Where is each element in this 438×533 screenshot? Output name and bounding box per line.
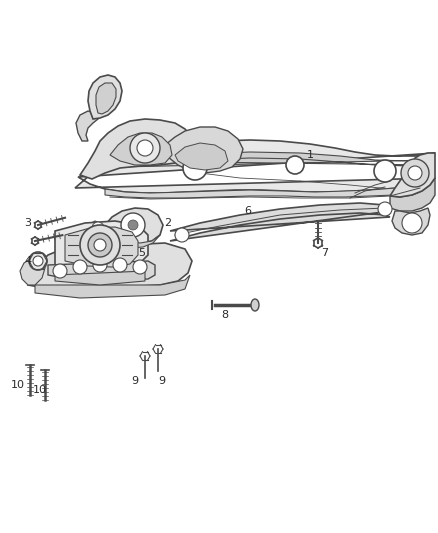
- Polygon shape: [76, 111, 98, 141]
- Polygon shape: [80, 119, 195, 179]
- Text: 8: 8: [222, 310, 229, 320]
- Circle shape: [33, 256, 43, 266]
- Text: 9: 9: [159, 376, 166, 386]
- Circle shape: [113, 258, 127, 272]
- Polygon shape: [48, 261, 155, 281]
- Polygon shape: [155, 127, 243, 173]
- Polygon shape: [390, 153, 435, 197]
- Text: 1: 1: [307, 150, 314, 160]
- Circle shape: [378, 202, 392, 216]
- Circle shape: [130, 133, 160, 163]
- Polygon shape: [170, 203, 390, 241]
- Polygon shape: [120, 152, 430, 167]
- Circle shape: [94, 239, 106, 251]
- Polygon shape: [28, 243, 192, 289]
- Polygon shape: [65, 227, 138, 267]
- Text: 7: 7: [321, 248, 328, 258]
- Polygon shape: [75, 140, 435, 193]
- Circle shape: [93, 258, 107, 272]
- Circle shape: [80, 225, 120, 265]
- Text: 5: 5: [138, 248, 145, 258]
- Circle shape: [183, 156, 207, 180]
- Circle shape: [286, 156, 304, 174]
- Polygon shape: [55, 221, 148, 269]
- Polygon shape: [390, 178, 435, 211]
- Polygon shape: [175, 143, 228, 170]
- Circle shape: [128, 220, 138, 230]
- Circle shape: [133, 260, 147, 274]
- Circle shape: [121, 213, 145, 237]
- Polygon shape: [108, 235, 160, 248]
- Polygon shape: [392, 208, 430, 235]
- Text: 3: 3: [25, 218, 32, 228]
- Polygon shape: [105, 183, 428, 198]
- Text: 9: 9: [131, 376, 138, 386]
- Circle shape: [402, 213, 422, 233]
- Text: 4: 4: [25, 256, 32, 266]
- Text: 10: 10: [33, 385, 47, 395]
- Circle shape: [137, 140, 153, 156]
- Polygon shape: [35, 275, 190, 298]
- Circle shape: [73, 260, 87, 274]
- Circle shape: [53, 264, 67, 278]
- Circle shape: [408, 166, 422, 180]
- Text: 2: 2: [164, 218, 172, 228]
- Polygon shape: [20, 258, 45, 285]
- Text: 6: 6: [244, 206, 251, 216]
- Circle shape: [88, 233, 112, 257]
- Circle shape: [401, 159, 429, 187]
- Polygon shape: [88, 221, 110, 239]
- Polygon shape: [110, 133, 172, 165]
- Circle shape: [374, 160, 396, 182]
- Circle shape: [29, 252, 47, 270]
- Polygon shape: [55, 271, 145, 285]
- Polygon shape: [105, 208, 163, 243]
- Polygon shape: [96, 83, 116, 114]
- Circle shape: [92, 222, 104, 234]
- Text: 10: 10: [11, 380, 25, 390]
- Polygon shape: [88, 75, 122, 119]
- Circle shape: [175, 228, 189, 242]
- Ellipse shape: [251, 299, 259, 311]
